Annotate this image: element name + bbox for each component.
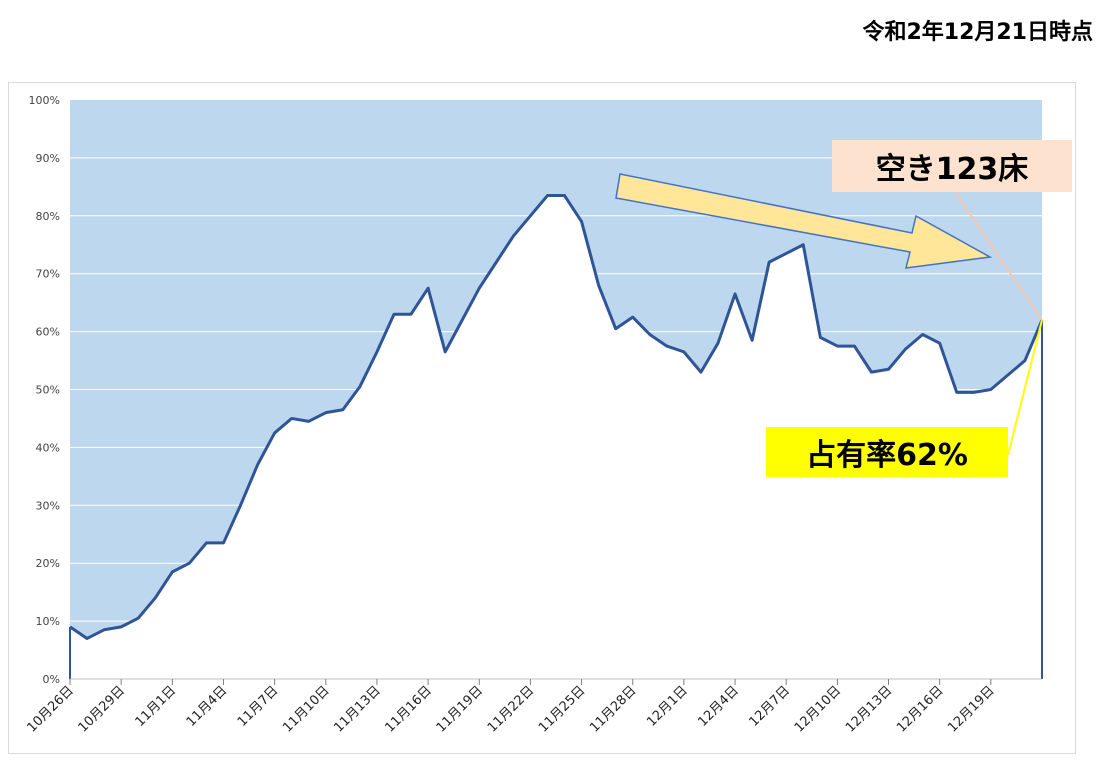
y-tick-label: 40% (36, 441, 60, 454)
y-tick-label: 30% (36, 499, 60, 512)
x-tick-label: 11月25日 (536, 683, 588, 735)
x-tick-label: 12月19日 (945, 683, 997, 735)
vacant-beds-label: 空き123床 (832, 140, 1072, 192)
y-tick-label: 80% (36, 210, 60, 223)
occupied-area (70, 195, 1042, 679)
vacant-leader-line (954, 191, 1043, 321)
x-tick-label: 12月1日 (644, 683, 691, 730)
y-axis-ticks: 0% 10% 20% 30% 40% 50% 60% 70% 80% 90% 100% (29, 94, 60, 686)
x-tick-label: 11月10日 (280, 683, 332, 735)
y-tick-label: 10% (36, 615, 60, 628)
y-tick-label: 100% (29, 94, 60, 107)
x-tick-label: 10月29日 (76, 683, 128, 735)
y-tick-label: 60% (36, 326, 60, 339)
x-tick-label: 12月7日 (746, 683, 793, 730)
y-tick-label: 50% (36, 384, 60, 397)
y-tick-label: 70% (36, 268, 60, 281)
x-tick-label: 10月26日 (24, 683, 76, 735)
date-title: 令和2年12月21日時点 (862, 20, 1093, 45)
occupancy-rate-label: 占有率62% (766, 427, 1008, 477)
y-tick-label: 90% (36, 152, 60, 165)
x-tick-label: 12月13日 (843, 683, 895, 735)
x-tick-label: 11月16日 (383, 683, 435, 735)
series-line-layer (69, 194, 1044, 679)
x-tick-label: 11月4日 (184, 683, 231, 730)
trend-arrow-layer (615, 173, 993, 269)
occupied-area-layer (70, 195, 1042, 679)
x-tick-label: 11月19日 (434, 683, 486, 735)
x-tick-label: 11月7日 (235, 683, 282, 730)
x-tick-label: 11月1日 (133, 683, 180, 730)
occupancy-leader-line (1007, 319, 1043, 456)
occupancy-series-line (69, 194, 1044, 640)
x-tick-label: 11月13日 (331, 683, 383, 735)
x-tick-label: 12月4日 (695, 683, 742, 730)
x-tick-label: 11月22日 (485, 683, 537, 735)
y-tick-label: 20% (36, 557, 60, 570)
y-tick-label: 0% (43, 673, 60, 686)
trend-arrow (615, 173, 993, 269)
x-tick-label: 12月10日 (792, 683, 844, 735)
x-tick-label: 12月16日 (894, 683, 946, 735)
leader-lines (954, 191, 1043, 456)
x-tick-label: 11月28日 (587, 683, 639, 735)
